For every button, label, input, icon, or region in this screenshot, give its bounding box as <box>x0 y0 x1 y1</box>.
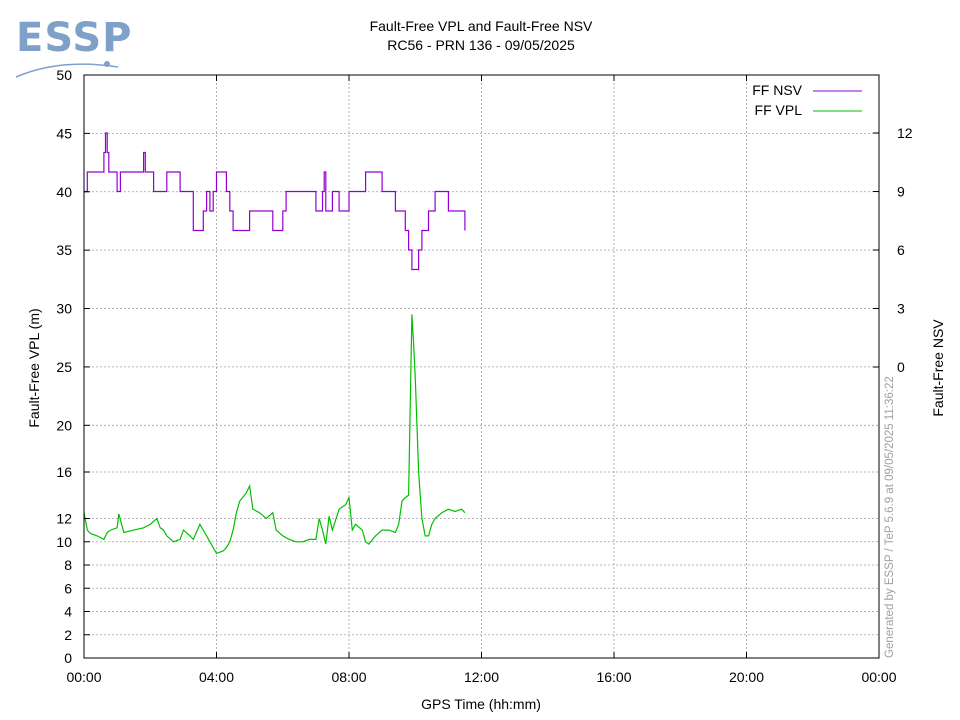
y2-tick-label: 6 <box>897 242 905 258</box>
y-tick-label: 35 <box>56 242 72 258</box>
essp-logo: ESSP <box>15 15 132 78</box>
y-tick-label: 40 <box>56 184 72 200</box>
x-axis-label: GPS Time (hh:mm) <box>421 696 541 712</box>
legend-label-ff-nsv: FF NSV <box>752 82 802 98</box>
logo-dot <box>104 61 110 67</box>
x-tick-label: 16:00 <box>596 669 631 685</box>
y-tick-label: 12 <box>56 511 72 527</box>
x-tick-label: 08:00 <box>331 669 366 685</box>
generated-credit: Generated by ESSP / TeP 5.6.9 at 09/05/2… <box>884 376 896 658</box>
x-tick-label: 20:00 <box>729 669 764 685</box>
y-tick-label: 30 <box>56 301 72 317</box>
y-tick-label: 10 <box>56 534 72 550</box>
y-tick-label: 6 <box>64 580 72 596</box>
x-axis-ticks: 00:00 04:00 08:00 12:00 16:00 20:00 00:00 <box>66 75 897 685</box>
y2-tick-label: 3 <box>897 301 905 317</box>
y-tick-label: 16 <box>56 464 72 480</box>
legend-label-ff-vpl: FF VPL <box>755 102 803 118</box>
y-tick-label: 8 <box>64 557 72 573</box>
y-tick-label: 50 <box>56 67 72 83</box>
y2-tick-label: 9 <box>897 184 905 200</box>
y2-axis-ticks: 0 3 6 9 12 <box>873 125 913 375</box>
x-tick-label: 12:00 <box>464 669 499 685</box>
plot-border <box>83 74 880 659</box>
y-tick-label: 0 <box>64 650 72 666</box>
y2-tick-label: 12 <box>897 125 913 141</box>
y-axis-ticks: 0 2 4 6 8 10 12 16 20 25 30 35 40 45 50 <box>56 67 90 666</box>
y-tick-label: 45 <box>56 125 72 141</box>
y-tick-label: 20 <box>56 417 72 433</box>
chart-subtitle: RC56 - PRN 136 - 09/05/2025 <box>387 37 575 53</box>
y-tick-label: 2 <box>64 627 72 643</box>
y-tick-label: 4 <box>64 604 72 620</box>
series-lines <box>83 132 466 555</box>
x-tick-label: 00:00 <box>861 669 896 685</box>
grid-lines <box>84 75 879 658</box>
y2-axis-label: Fault-Free NSV <box>930 319 946 417</box>
series-line-ff-vpl <box>83 314 466 555</box>
y-tick-label: 25 <box>56 359 72 375</box>
y-axis-label: Fault-Free VPL (m) <box>26 308 42 427</box>
x-tick-label: 04:00 <box>199 669 234 685</box>
series-line-ff-nsv <box>84 132 466 271</box>
chart-title: Fault-Free VPL and Fault-Free NSV <box>370 18 593 34</box>
y2-tick-label: 0 <box>897 359 905 375</box>
logo-text: ESSP <box>16 15 132 61</box>
legend: FF NSV FF VPL <box>752 82 862 118</box>
x-tick-label: 00:00 <box>66 669 101 685</box>
